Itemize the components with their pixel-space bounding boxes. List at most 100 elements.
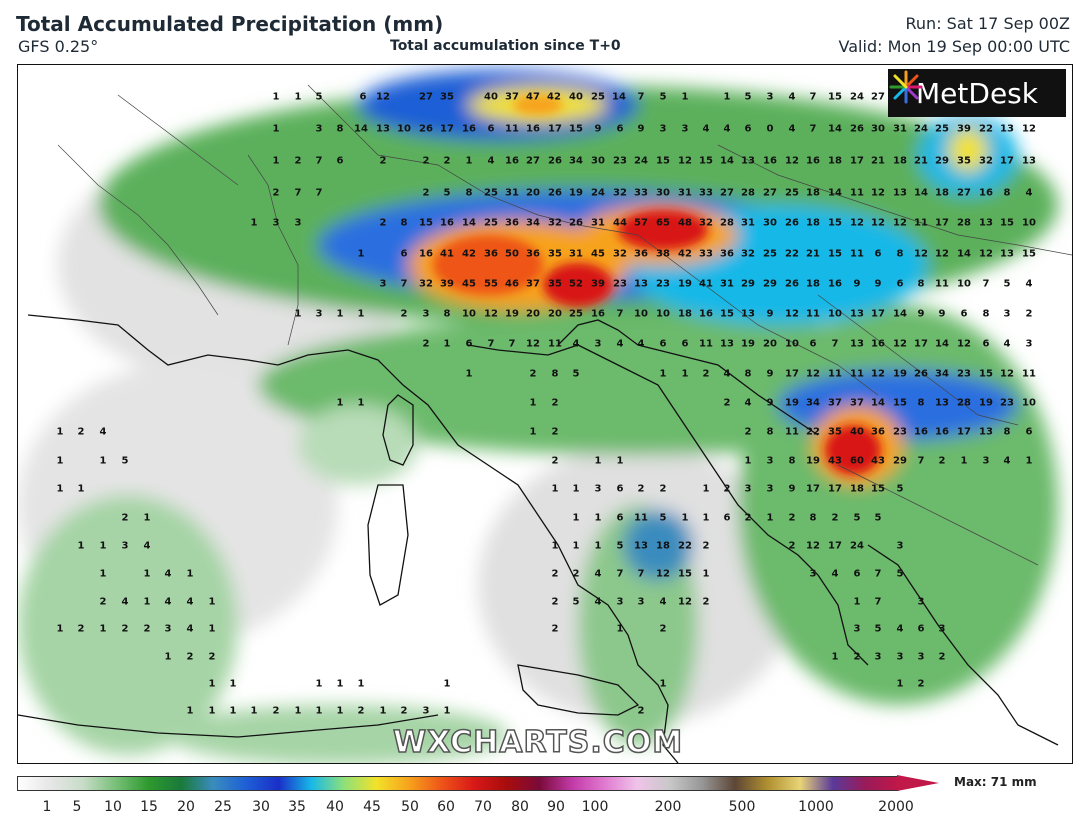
precip-value: 24 (850, 91, 864, 103)
precip-value: 1 (702, 483, 710, 495)
precip-value: 1 (77, 540, 85, 552)
precip-value: 36 (720, 248, 734, 260)
precip-value: 9 (766, 308, 774, 320)
precip-value: 5 (874, 623, 882, 635)
precip-value: 3 (744, 483, 752, 495)
precip-value: 2 (637, 705, 645, 717)
precip-value: 22 (785, 248, 799, 260)
precip-value: 1 (744, 455, 752, 467)
precip-value: 2 (77, 623, 85, 635)
precip-value: 14 (462, 217, 476, 229)
precip-value: 9 (874, 278, 882, 290)
precip-value: 29 (935, 155, 949, 167)
precip-value: 5 (315, 91, 323, 103)
precip-value: 8 (809, 512, 817, 524)
precip-value: 2 (551, 426, 559, 438)
precip-value: 5 (853, 512, 861, 524)
precip-value: 48 (678, 217, 692, 229)
precip-value: 15 (699, 155, 713, 167)
precip-value: 28 (741, 187, 755, 199)
precip-value: 6 (659, 338, 667, 350)
precip-value: 34 (569, 155, 583, 167)
precip-value: 2 (551, 623, 559, 635)
precip-value: 2 (744, 426, 752, 438)
precip-value: 1 (336, 705, 344, 717)
precip-value: 13 (893, 187, 907, 199)
precip-value: 2 (422, 338, 430, 350)
precip-value: 4 (186, 596, 194, 608)
colorbar-tick-label: 70 (474, 799, 492, 815)
precip-value: 16 (526, 123, 540, 135)
precip-value: 8 (788, 455, 796, 467)
precip-shading (18, 70, 1058, 763)
precip-value: 5 (616, 540, 624, 552)
precip-value: 20 (526, 308, 540, 320)
precip-value: 8 (400, 217, 408, 229)
precip-value: 7 (315, 155, 323, 167)
precip-value: 1 (315, 705, 323, 717)
colorbar-tick-label: 25 (214, 799, 232, 815)
precip-value: 25 (484, 187, 498, 199)
precip-value: 4 (99, 426, 107, 438)
precip-value: 3 (637, 596, 645, 608)
precip-value: 13 (1022, 155, 1036, 167)
colorbar-tick-label: 60 (437, 799, 455, 815)
precip-value: 18 (935, 187, 949, 199)
colorbar-tick-label: 90 (547, 799, 565, 815)
precip-value: 1 (77, 483, 85, 495)
precip-value: 4 (616, 338, 624, 350)
colorbar-tick-label: 35 (288, 799, 306, 815)
precip-value: 4 (121, 596, 129, 608)
precip-value: 35 (957, 155, 971, 167)
precip-value: 1 (186, 568, 194, 580)
precip-value: 1 (616, 455, 624, 467)
precip-value: 12 (806, 540, 820, 552)
precip-value: 10 (656, 308, 670, 320)
precip-value: 17 (850, 155, 864, 167)
precip-value: 32 (979, 155, 993, 167)
precip-value: 2 (744, 512, 752, 524)
chart-subtitle: Total accumulation since T+0 (390, 38, 621, 54)
precip-value: 1 (294, 705, 302, 717)
precip-value: 6 (723, 512, 731, 524)
precip-value: 2 (702, 368, 710, 380)
precip-value: 13 (741, 308, 755, 320)
precip-value: 3 (315, 308, 323, 320)
precip-value: 4 (164, 568, 172, 580)
precip-value: 2 (186, 651, 194, 663)
precip-value: 1 (529, 426, 537, 438)
precip-value: 36 (634, 248, 648, 260)
colorbar-tick-label: 50 (401, 799, 419, 815)
precip-value: 2 (529, 368, 537, 380)
precip-value: 3 (896, 651, 904, 663)
precip-value: 2 (831, 512, 839, 524)
precip-value: 3 (659, 123, 667, 135)
precip-value: 28 (957, 397, 971, 409)
precip-value: 1 (465, 155, 473, 167)
precip-value: 16 (763, 155, 777, 167)
precip-value: 3 (809, 568, 817, 580)
precip-value: 7 (637, 91, 645, 103)
precip-value: 23 (1000, 397, 1014, 409)
precip-value: 1 (250, 217, 258, 229)
precip-value: 14 (720, 155, 734, 167)
model-label: GFS 0.25° (18, 37, 99, 56)
precip-value: 17 (1000, 155, 1014, 167)
precip-value: 40 (484, 91, 498, 103)
precip-value: 18 (678, 308, 692, 320)
precip-value: 35 (440, 91, 454, 103)
precip-value: 50 (505, 248, 519, 260)
precip-value: 1 (56, 426, 64, 438)
precip-value: 16 (935, 426, 949, 438)
precip-value: 5 (659, 91, 667, 103)
precip-value: 18 (850, 483, 864, 495)
precip-value: 1 (659, 678, 667, 690)
precip-value: 1 (379, 705, 387, 717)
precip-value: 1 (272, 91, 280, 103)
precip-value: 8 (551, 368, 559, 380)
colorbar-tick-label: 5 (72, 799, 82, 815)
precip-value: 13 (741, 155, 755, 167)
coastlines (18, 314, 1059, 763)
precip-value: 4 (702, 123, 710, 135)
precip-value: 21 (806, 248, 820, 260)
